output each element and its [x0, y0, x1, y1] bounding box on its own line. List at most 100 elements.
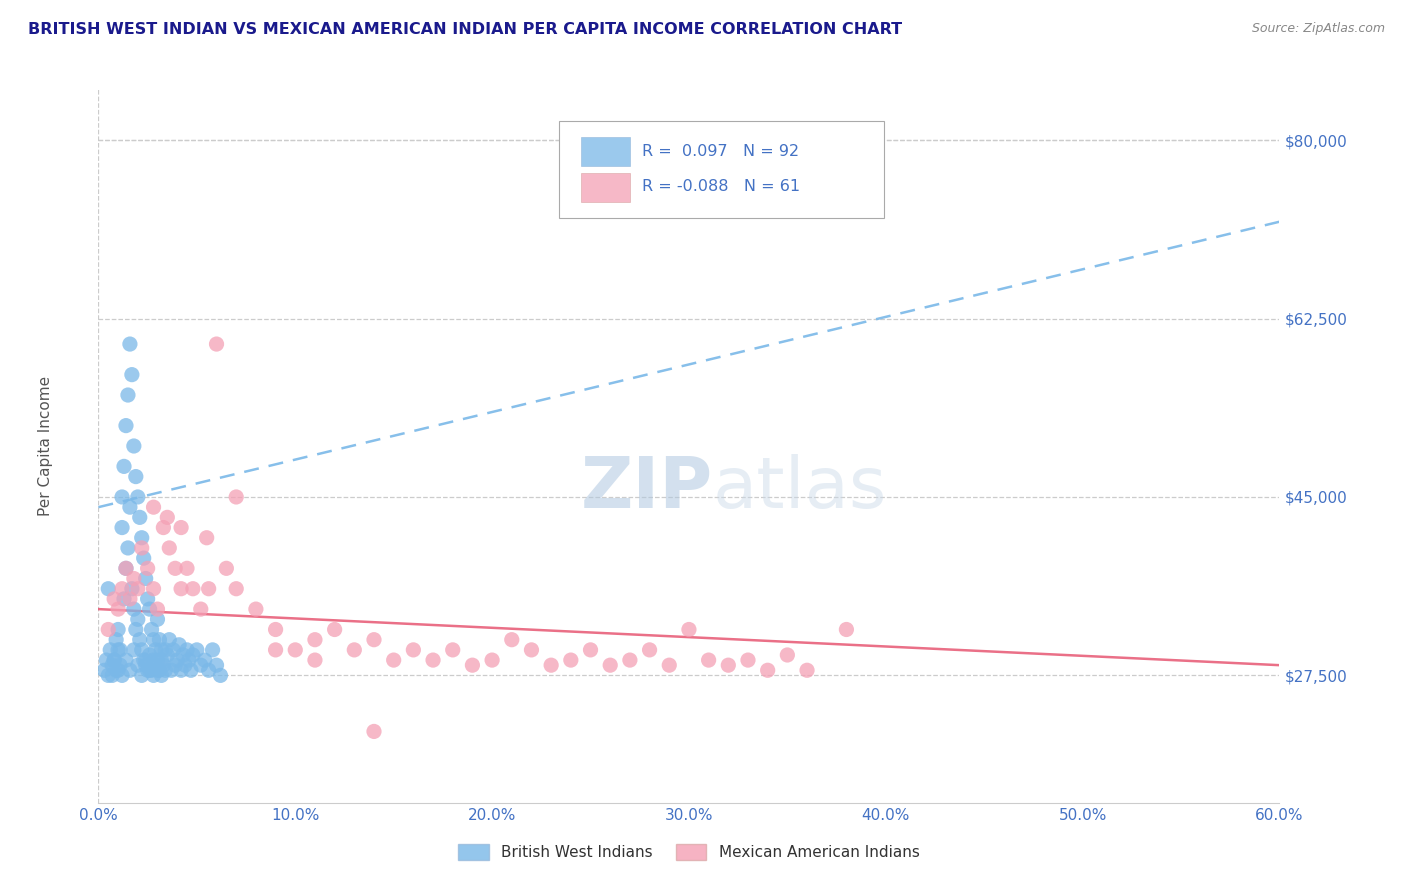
Point	[121, 582, 143, 596]
Point	[441, 643, 464, 657]
Point	[125, 623, 148, 637]
Point	[131, 643, 153, 657]
Point	[136, 591, 159, 606]
Point	[190, 658, 212, 673]
Point	[132, 551, 155, 566]
Point	[678, 623, 700, 637]
Point	[737, 653, 759, 667]
Point	[145, 643, 167, 657]
Point	[138, 648, 160, 662]
Point	[170, 520, 193, 534]
Text: Source: ZipAtlas.com: Source: ZipAtlas.com	[1251, 22, 1385, 36]
Point	[138, 602, 160, 616]
Text: R =  0.097   N = 92: R = 0.097 N = 92	[641, 144, 799, 159]
Point	[108, 658, 131, 673]
Point	[125, 469, 148, 483]
Point	[150, 643, 173, 657]
Point	[209, 668, 232, 682]
Point	[117, 388, 139, 402]
Point	[195, 531, 218, 545]
Point	[363, 724, 385, 739]
Point	[156, 648, 179, 662]
Point	[107, 623, 129, 637]
Point	[103, 591, 125, 606]
Point	[118, 337, 141, 351]
Point	[115, 418, 138, 433]
Point	[107, 643, 129, 657]
Point	[142, 500, 165, 515]
Point	[118, 591, 141, 606]
Text: BRITISH WEST INDIAN VS MEXICAN AMERICAN INDIAN PER CAPITA INCOME CORRELATION CHA: BRITISH WEST INDIAN VS MEXICAN AMERICAN …	[28, 22, 903, 37]
Point	[97, 623, 120, 637]
Point	[461, 658, 484, 673]
Point	[115, 561, 138, 575]
Point	[107, 602, 129, 616]
Point	[131, 531, 153, 545]
Point	[170, 663, 193, 677]
Point	[560, 653, 582, 667]
Point	[150, 668, 173, 682]
Point	[112, 459, 135, 474]
Point	[181, 582, 204, 596]
Point	[264, 623, 287, 637]
Point	[122, 439, 145, 453]
Point	[142, 632, 165, 647]
Point	[166, 653, 188, 667]
Point	[152, 520, 174, 534]
Point	[174, 658, 197, 673]
Point	[128, 510, 150, 524]
Point	[138, 663, 160, 677]
Point	[225, 490, 247, 504]
Point	[148, 663, 170, 677]
Point	[136, 663, 159, 677]
Point	[131, 668, 153, 682]
Point	[167, 638, 190, 652]
Point	[197, 582, 219, 596]
Point	[115, 561, 138, 575]
Point	[162, 643, 184, 657]
Point	[155, 643, 177, 657]
Point	[156, 510, 179, 524]
Point	[128, 632, 150, 647]
Point	[165, 561, 187, 575]
Point	[146, 663, 169, 677]
Point	[540, 658, 562, 673]
Point	[170, 582, 193, 596]
Text: ZIP: ZIP	[581, 454, 713, 524]
Point	[111, 520, 134, 534]
Point	[97, 582, 120, 596]
Point	[111, 582, 134, 596]
Point	[205, 337, 228, 351]
Point	[177, 653, 200, 667]
Point	[145, 658, 167, 673]
Point	[796, 663, 818, 677]
Point	[697, 653, 720, 667]
Point	[136, 561, 159, 575]
Point	[638, 643, 661, 657]
Point	[579, 643, 602, 657]
Point	[127, 490, 149, 504]
Point	[142, 653, 165, 667]
Point	[181, 648, 204, 662]
Point	[127, 582, 149, 596]
Point	[117, 541, 139, 555]
Point	[146, 653, 169, 667]
Point	[717, 658, 740, 673]
Point	[245, 602, 267, 616]
Point	[835, 623, 858, 637]
Point	[776, 648, 799, 662]
Point	[103, 653, 125, 667]
Point	[103, 653, 125, 667]
Point	[115, 653, 138, 667]
Point	[501, 632, 523, 647]
Point	[146, 602, 169, 616]
Point	[118, 663, 141, 677]
Text: Per Capita Income: Per Capita Income	[38, 376, 53, 516]
Point	[520, 643, 543, 657]
Point	[96, 653, 118, 667]
Point	[284, 643, 307, 657]
Point	[176, 561, 198, 575]
FancyBboxPatch shape	[582, 137, 630, 166]
Point	[205, 658, 228, 673]
Point	[141, 663, 163, 677]
